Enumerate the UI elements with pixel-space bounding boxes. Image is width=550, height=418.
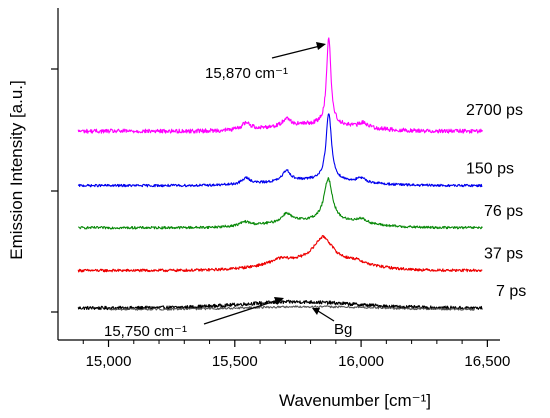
x-tick-labels: 15,000 15,500 16,000 16,500 [86,353,511,370]
y-ticks [51,68,58,313]
trace-150-ps [77,113,483,188]
annotation-peak-15870: 15,870 cm⁻¹ [205,65,288,82]
annotation-arrow-bg [317,310,335,322]
trace-7-ps [77,299,483,311]
annotation-peak-15750: 15,750 cm⁻¹ [104,323,187,340]
annotation-arrowhead-15870 [316,42,326,50]
trace-76-ps [78,177,483,230]
annotation-arrowhead-15750 [274,297,284,305]
series-traces [77,37,483,311]
trace-2700-ps [77,37,483,134]
annotation-arrowhead-bg [312,308,320,315]
annotation-arrow-15750 [203,299,279,325]
annotation-bg: Bg [334,321,352,338]
series-label-7-ps: 7 ps [496,283,526,300]
x-tick-label-16500: 16,500 [464,353,510,370]
series-label-37-ps: 37 ps [484,246,523,263]
y-axis-title: Emission Intensity [a.u.] [7,80,26,260]
x-tick-label-16000: 16,000 [338,353,384,370]
series-label-150-ps: 150 ps [466,161,514,178]
series-label-2700-ps: 2700 ps [466,102,523,119]
x-ticks [82,340,488,347]
x-tick-label-15500: 15,500 [212,353,258,370]
trace-37-ps [77,234,483,273]
annotation-arrow-15870 [271,45,321,59]
annotations: 15,870 cm⁻¹ 15,750 cm⁻¹ Bg [104,42,352,340]
x-axis-title: Wavenumber [cm⁻¹] [279,391,431,410]
series-labels: 7 ps 37 ps 76 ps 150 ps 2700 ps [466,102,526,300]
series-label-76-ps: 76 ps [484,203,523,220]
x-tick-label-15000: 15,000 [86,353,132,370]
trace-background [108,305,475,311]
